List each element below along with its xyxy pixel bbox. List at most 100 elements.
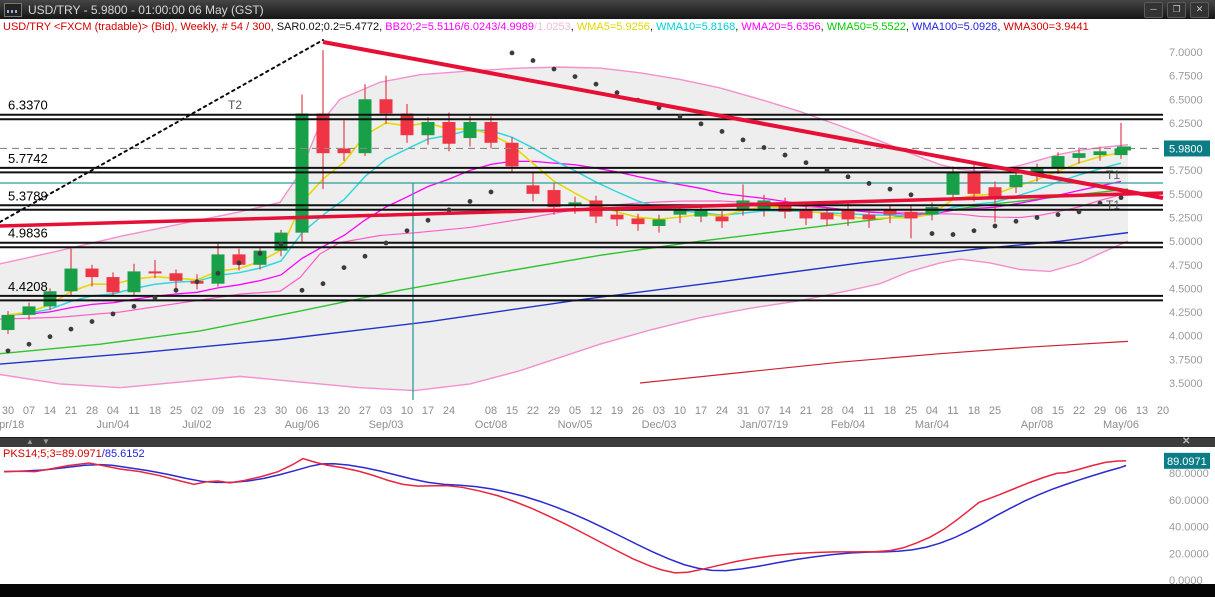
date-axis-month-tick: Jul/02 [182,419,211,431]
date-axis-month-tick: Feb/04 [831,419,865,431]
date-axis-day-tick: 11 [947,405,958,417]
close-indicator-icon[interactable]: ✕ [1182,436,1191,447]
date-axis-day-tick: 12 [590,405,602,417]
oscillator-value-box [1164,452,1210,469]
date-axis-day-tick: 29 [548,405,560,417]
last-price-tick [1117,146,1131,151]
close-button[interactable]: ✕ [1190,1,1209,18]
sar-dots-layer [5,50,1124,354]
price-axis-tick: 3.7500 [1169,354,1203,366]
date-axis-day-tick: 24 [716,405,728,417]
oscillator-legend-k: PKS14;5;3=89.0971 [3,448,102,460]
price-axis-tick: 6.2500 [1169,118,1203,130]
date-axis-day-tick: 18 [968,405,980,417]
date-axis-day-tick: 30 [2,405,14,417]
price-axis-tick: 5.5000 [1169,189,1203,201]
date-axis-day-tick: 05 [569,405,581,417]
oscillator-axis-tick: 0.0000 [1169,575,1203,584]
date-axis-month-tick: Dec/03 [642,419,677,431]
legend-segment: SAR0.02;0.2=5.4772 [276,21,380,33]
oscillator-axis[interactable]: 80.0000 60.0000 40.0000 20.0000 0.0000 89.097… [1164,452,1210,584]
trendline-label: T2 [228,98,242,112]
date-axis-day-tick: 13 [317,405,329,417]
date-axis-month-tick: Apr/18 [0,419,24,431]
date-axis-day-tick: 28 [821,405,833,417]
date-axis-day-tick: 21 [800,405,812,417]
date-axis-month-tick: Mar/04 [915,419,949,431]
stochastic-k-line [3,457,1127,574]
price-axis-tick: 5.7500 [1169,165,1203,177]
date-axis-day-tick: 07 [758,405,770,417]
date-axis-day-tick: 28 [86,405,98,417]
slow-wma-lines [0,188,1129,384]
date-axis-day-tick: 14 [779,405,791,417]
legend-segment: , [379,21,386,33]
date-axis-day-tick: 13 [1136,405,1148,417]
price-chart-canvas[interactable]: 6.3370 5.7742 5.3789 4.9836 4.4208 T2 T1 T1 7.00… [0,19,1215,437]
date-axis-day-tick: 11 [128,405,139,417]
oscillator-legend-d: /85.6152 [101,448,145,460]
date-axis-day-tick: 27 [359,405,371,417]
date-axis-day-tick: 23 [254,405,266,417]
date-axis-day-tick: 10 [401,405,413,417]
date-axis-day-tick: 09 [212,405,224,417]
date-axis-month-tick: Apr/08 [1021,419,1053,431]
legend-segment: , [270,21,277,33]
indicator-legend: USD/TRY <FXCM (tradable)> (Bid), Weekly,… [3,21,1089,33]
collapse-up-button[interactable]: ▲ [26,437,34,446]
legend-segment: , [735,21,742,33]
trendline-label: T1 [1106,198,1120,212]
date-axis-day-tick: 04 [107,405,119,417]
date-axis-month-tick: Sep/03 [369,419,404,431]
legend-segment: , [997,21,1004,33]
date-axis-month-tick: Aug/06 [285,419,320,431]
date-axis-day-tick: 21 [65,405,77,417]
trendline-label: T1 [1106,168,1120,182]
restore-button[interactable]: ❐ [1167,1,1186,18]
price-axis-tick: 7.0000 [1169,47,1203,59]
date-axis-day-tick: 07 [23,405,35,417]
date-axis-day-tick: 11 [863,405,874,417]
dotted-uptrend-line [0,39,324,223]
date-axis-day-tick: 18 [884,405,896,417]
current-price-box-label: 5.9800 [1169,143,1203,155]
wma300-line [639,340,1129,384]
legend-segment: WMA50=5.5522 [826,21,906,33]
date-axis-day-tick: 06 [1115,405,1127,417]
date-axis-month-tick: Nov/05 [558,419,593,431]
date-axis-day-tick: 25 [989,405,1001,417]
legend-segment: , [570,21,577,33]
date-axis-day-tick: 22 [1073,405,1085,417]
minimize-button[interactable]: ─ [1144,1,1163,18]
oscillator-canvas[interactable]: 80.0000 60.0000 40.0000 20.0000 0.0000 89.097… [0,447,1215,584]
date-axis-day-tick: 08 [485,405,497,417]
oscillator-axis-tick: 80.0000 [1169,468,1209,480]
collapse-down-button[interactable]: ▼ [42,437,50,446]
date-axis[interactable]: 30 07 14 21 28 04 11 18 25 02 09 16 23 30 06 13 20 27 03 10… [0,405,1169,431]
legend-segment: USD/TRY <FXCM (tradable)> (Bid), Weekly,… [3,21,271,33]
price-axis-tick: 3.5000 [1169,378,1203,390]
date-axis-day-tick: 04 [926,405,938,417]
date-axis-day-tick: 17 [695,405,707,417]
legend-segment: BB20;2=5.5116/6.0243/4.9989 [385,21,535,33]
price-axis[interactable]: 7.0000 6.7500 6.5000 6.2500 5.7500 5.5000 5.25… [1164,47,1210,390]
date-axis-day-tick: 14 [44,405,56,417]
legend-segment: WMA100=5.0928 [912,21,998,33]
status-bar [0,584,1215,597]
wma50-line [0,188,1129,355]
date-axis-day-tick: 22 [527,405,539,417]
level-price-label: 4.9836 [8,226,48,241]
date-axis-day-tick: 15 [506,405,518,417]
main-chart-panel: USD/TRY <FXCM (tradable)> (Bid), Weekly,… [0,19,1215,437]
oscillator-axis-tick: 60.0000 [1169,495,1209,507]
legend-segment: /1.0253 [534,21,571,33]
legend-segment: , [649,21,657,33]
level-price-label: 5.7742 [8,151,48,166]
price-axis-tick: 4.0000 [1169,331,1203,343]
price-axis-tick: 5.0000 [1169,236,1203,248]
date-axis-day-tick: 03 [380,405,392,417]
date-axis-day-tick: 18 [149,405,161,417]
level-price-label: 6.3370 [8,98,48,113]
legend-segment: WMA300=3.9441 [1003,21,1089,33]
app-chart-icon [4,2,22,17]
